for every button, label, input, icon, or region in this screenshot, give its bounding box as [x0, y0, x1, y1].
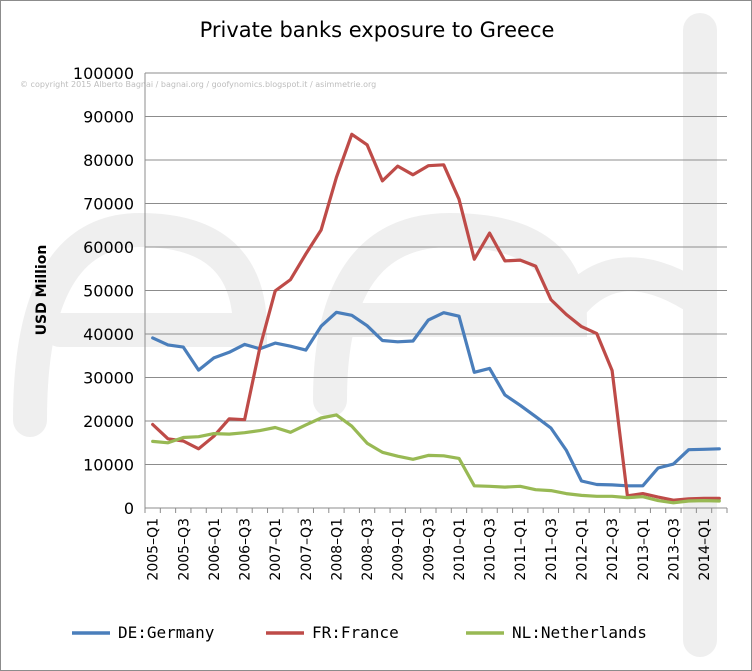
y-tick-label: 80000 — [83, 151, 134, 170]
legend-item-nl: NL:Netherlands — [466, 623, 647, 642]
x-tick-label: 2007–Q3 — [299, 518, 315, 581]
chart-title: Private banks exposure to Greece — [200, 18, 555, 42]
x-tick-label: 2005–Q3 — [176, 518, 192, 581]
y-axis-ticks: 0 10000 20000 30000 40000 50000 60000 70000 8000… — [73, 64, 134, 518]
x-tick-label: 2008–Q3 — [360, 518, 376, 581]
y-tick-label: 50000 — [83, 282, 134, 301]
copyright-notice: © copyright 2015 Alberto Bagnai / bagnai… — [20, 80, 376, 89]
series-line-fr — [151, 132, 721, 502]
x-tick-label: 2013–Q1 — [636, 518, 652, 581]
y-tick-label: 30000 — [83, 369, 134, 388]
x-tick-label: 2013–Q3 — [666, 518, 682, 581]
x-tick-label: 2006–Q1 — [207, 518, 223, 581]
x-tick-label: 2009–Q3 — [421, 518, 437, 581]
x-tick-label: 2012–Q3 — [605, 518, 621, 581]
x-tick-label: 2007–Q1 — [268, 518, 284, 581]
legend: DE:Germany FR:France NL:Netherlands — [72, 623, 647, 642]
legend-item-fr: FR:France — [266, 623, 399, 642]
legend-label: FR:France — [312, 623, 399, 642]
series-lines — [151, 132, 721, 505]
x-tick-label: 2014–Q1 — [697, 518, 713, 581]
x-tick-label: 2010–Q1 — [452, 518, 468, 581]
x-tick-label: 2006–Q3 — [238, 518, 254, 581]
y-axis-label: USD Million — [34, 245, 50, 336]
y-tick-label: 90000 — [83, 108, 134, 127]
y-tick-label: 60000 — [83, 238, 134, 257]
legend-label: NL:Netherlands — [512, 623, 647, 642]
y-tick-label: 40000 — [83, 325, 134, 344]
x-tick-label: 2008–Q1 — [329, 518, 345, 581]
x-tick-label: 2011–Q3 — [544, 518, 560, 581]
y-tick-label: 70000 — [83, 195, 134, 214]
y-tick-label: 100000 — [73, 64, 134, 83]
x-axis — [144, 73, 728, 513]
y-tick-label: 10000 — [83, 456, 134, 475]
series-line-nl — [151, 413, 721, 505]
x-tick-label: 2011–Q1 — [513, 518, 529, 581]
x-tick-label: 2005–Q1 — [146, 518, 162, 581]
grid-lines — [145, 72, 727, 465]
legend-item-de: DE:Germany — [72, 623, 215, 642]
y-tick-label: 20000 — [83, 412, 134, 431]
x-tick-label: 2009–Q1 — [391, 518, 407, 581]
x-tick-label: 2010–Q3 — [483, 518, 499, 581]
y-tick-label: 0 — [124, 499, 134, 518]
x-tick-label: 2012–Q1 — [575, 518, 591, 581]
legend-label: DE:Germany — [118, 623, 215, 642]
watermark-logo — [13, 13, 717, 657]
x-axis-ticks: 2005–Q1 2005–Q3 2006–Q1 2006–Q3 2007–Q1 2007–… — [146, 518, 713, 581]
